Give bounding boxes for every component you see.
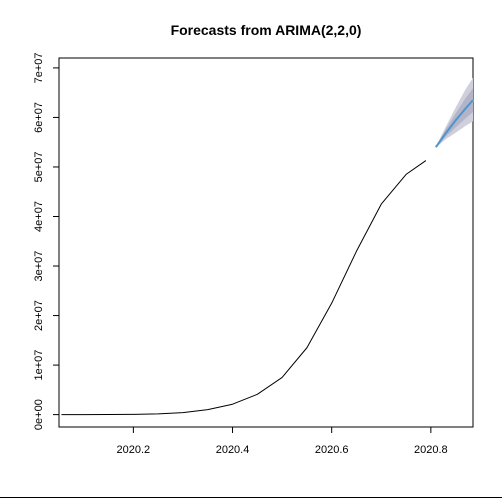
- chart-title: Forecasts from ARIMA(2,2,0): [171, 22, 362, 38]
- y-tick-label: 2e+07: [33, 300, 45, 331]
- x-tick-label: 2020.2: [117, 444, 151, 456]
- y-axis: 0e+00 1e+07 2e+07 3e+07 4e+07 5e+07 6e+07 7e+07: [33, 52, 59, 430]
- prediction-intervals: [435, 77, 473, 148]
- y-tick-label: 7e+07: [33, 52, 45, 83]
- y-tick-label: 5e+07: [33, 152, 45, 183]
- x-tick-label: 2020.6: [315, 444, 349, 456]
- series-lines: [61, 99, 474, 416]
- observed-series-line: [61, 160, 427, 416]
- y-tick-label: 6e+07: [33, 102, 45, 133]
- y-tick-label: 3e+07: [33, 251, 45, 282]
- plot-frame: [58, 57, 474, 428]
- bottom-divider: [0, 497, 502, 498]
- x-tick-label: 2020.8: [414, 444, 448, 456]
- interval-band-95: [435, 77, 473, 148]
- y-tick-label: 1e+07: [33, 350, 45, 381]
- y-tick-label: 4e+07: [33, 201, 45, 232]
- forecast-series-line: [434, 99, 474, 148]
- x-axis: 2020.2 2020.4 2020.6 2020.8: [117, 427, 448, 456]
- y-tick-label: 0e+00: [33, 399, 45, 430]
- x-tick-label: 2020.4: [216, 444, 250, 456]
